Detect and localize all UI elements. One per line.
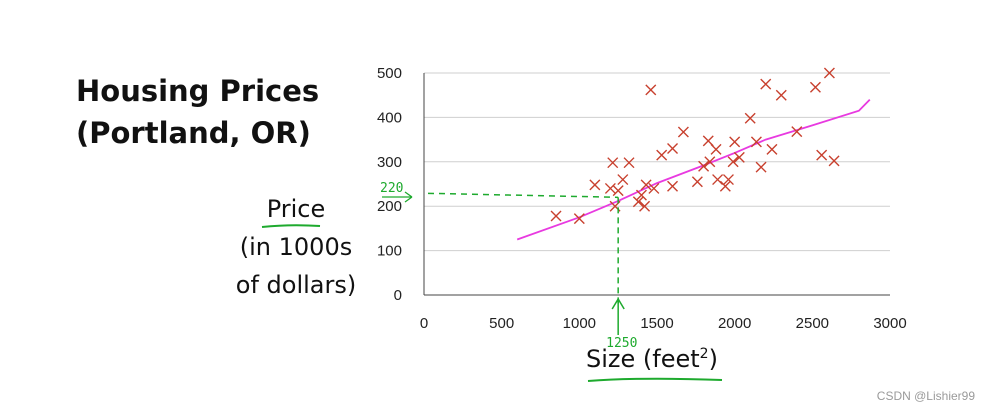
data-point-23 xyxy=(710,143,722,155)
x-tick-label-2: 1000 xyxy=(563,315,596,332)
data-point-35 xyxy=(775,89,787,101)
data-point-37 xyxy=(809,81,821,93)
x-tick-label-3: 1500 xyxy=(640,315,673,332)
data-point-28 xyxy=(729,136,741,148)
data-point-32 xyxy=(755,161,767,173)
x-axis-label: Size (feet2) xyxy=(586,345,718,373)
annotation-y-value: 220 xyxy=(380,181,403,196)
y-axis-label-line-3: of dollars) xyxy=(235,271,357,299)
data-point-1 xyxy=(573,213,585,225)
data-point-18 xyxy=(677,126,689,138)
data-point-16 xyxy=(667,142,679,154)
data-point-2 xyxy=(589,179,601,191)
data-point-38 xyxy=(816,149,828,161)
data-point-19 xyxy=(691,176,703,188)
data-point-22 xyxy=(704,156,716,168)
data-point-0 xyxy=(550,210,562,222)
x-tick-label-5: 2500 xyxy=(796,315,829,332)
y-label-underline xyxy=(261,224,321,228)
y-tick-label-4: 400 xyxy=(377,109,402,126)
chart-title-line-2: (Portland, OR) xyxy=(76,116,311,150)
data-point-31 xyxy=(750,136,762,148)
data-point-14 xyxy=(648,182,660,194)
data-point-13 xyxy=(645,84,657,96)
annotation-y-marker xyxy=(382,191,413,203)
x-tick-label-0: 0 xyxy=(420,315,428,332)
x-axis-label-text: Size (feet xyxy=(586,345,700,373)
y-tick-label-0: 0 xyxy=(394,287,402,304)
x-axis-label-superscript: 2 xyxy=(699,346,709,362)
data-point-25 xyxy=(719,180,731,192)
data-point-12 xyxy=(640,179,652,191)
data-point-7 xyxy=(617,174,629,186)
annotation-arrow xyxy=(611,297,625,335)
data-point-6 xyxy=(612,185,624,197)
data-point-34 xyxy=(766,143,778,155)
y-axis-label-line-2: (in 1000s xyxy=(239,233,353,261)
y-tick-label-5: 500 xyxy=(377,65,402,82)
y-axis-label: Price (in 1000s of dollars) xyxy=(226,190,366,304)
data-point-8 xyxy=(623,157,635,169)
x-axis-label-close: ) xyxy=(708,345,718,373)
annotation-horizontal-guide xyxy=(427,192,619,199)
y-axis-label-line-1: Price xyxy=(266,195,326,223)
chart-title: Housing Prices (Portland, OR) xyxy=(76,70,319,154)
data-point-36 xyxy=(791,126,803,138)
data-point-3 xyxy=(604,182,616,194)
data-point-15 xyxy=(656,149,668,161)
chart-title-line-1: Housing Prices xyxy=(76,74,320,108)
y-tick-label-1: 100 xyxy=(377,243,402,260)
data-point-24 xyxy=(712,174,724,186)
data-point-10 xyxy=(635,189,647,201)
data-point-11 xyxy=(639,200,651,212)
data-point-17 xyxy=(667,180,679,192)
data-point-29 xyxy=(733,151,745,163)
y-tick-label-2: 200 xyxy=(377,198,402,215)
fit-line xyxy=(516,98,871,241)
x-tick-label-6: 3000 xyxy=(873,315,906,332)
data-point-33 xyxy=(760,78,772,90)
x-tick-label-4: 2000 xyxy=(718,315,751,332)
annotation-x-value: 1250 xyxy=(606,336,637,351)
data-point-26 xyxy=(722,174,734,186)
x-label-underline xyxy=(587,377,723,382)
data-point-30 xyxy=(744,112,756,124)
data-point-27 xyxy=(727,156,739,168)
data-point-4 xyxy=(607,157,619,169)
watermark: CSDN @Lishier99 xyxy=(876,389,975,403)
data-point-39 xyxy=(823,67,835,79)
data-point-40 xyxy=(828,155,840,167)
data-point-20 xyxy=(698,160,710,172)
data-point-9 xyxy=(632,196,644,208)
x-tick-label-1: 500 xyxy=(489,315,514,332)
y-tick-label-3: 300 xyxy=(377,154,402,171)
